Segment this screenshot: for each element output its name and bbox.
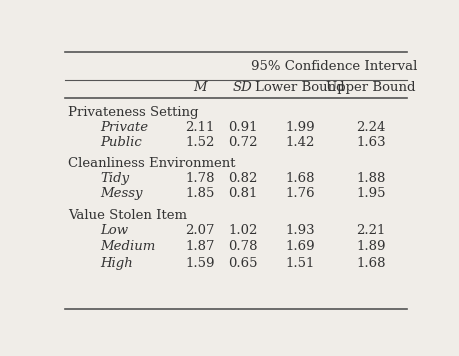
Text: 0.81: 0.81 <box>228 187 257 200</box>
Text: 1.02: 1.02 <box>228 224 257 237</box>
Text: SD: SD <box>233 82 252 94</box>
Text: 2.07: 2.07 <box>185 224 214 237</box>
Text: 1.52: 1.52 <box>185 136 214 149</box>
Text: 1.59: 1.59 <box>185 257 214 270</box>
Text: 1.87: 1.87 <box>185 240 214 253</box>
Text: High: High <box>100 257 133 270</box>
Text: 2.21: 2.21 <box>356 224 385 237</box>
Text: Privateness Setting: Privateness Setting <box>68 106 198 119</box>
Text: 1.88: 1.88 <box>356 172 385 185</box>
Text: 0.82: 0.82 <box>228 172 257 185</box>
Text: 0.91: 0.91 <box>228 121 257 134</box>
Text: 0.72: 0.72 <box>228 136 257 149</box>
Text: Cleanliness Environment: Cleanliness Environment <box>68 157 235 170</box>
Text: 1.89: 1.89 <box>356 240 385 253</box>
Text: Low: Low <box>100 224 128 237</box>
Text: Public: Public <box>100 136 142 149</box>
Text: 1.93: 1.93 <box>285 224 314 237</box>
Text: 0.65: 0.65 <box>228 257 257 270</box>
Text: 1.85: 1.85 <box>185 187 214 200</box>
Text: 1.68: 1.68 <box>356 257 385 270</box>
Text: 1.42: 1.42 <box>285 136 314 149</box>
Text: 1.99: 1.99 <box>285 121 314 134</box>
Text: 95% Confidence Interval: 95% Confidence Interval <box>250 59 416 73</box>
Text: 1.63: 1.63 <box>356 136 385 149</box>
Text: Messy: Messy <box>100 187 142 200</box>
Text: 1.95: 1.95 <box>356 187 385 200</box>
Text: 1.76: 1.76 <box>285 187 314 200</box>
Text: Upper Bound: Upper Bound <box>326 82 415 94</box>
Text: Value Stolen Item: Value Stolen Item <box>68 209 187 222</box>
Text: 1.51: 1.51 <box>285 257 314 270</box>
Text: Medium: Medium <box>100 240 155 253</box>
Text: Private: Private <box>100 121 148 134</box>
Text: 2.24: 2.24 <box>356 121 385 134</box>
Text: 1.68: 1.68 <box>285 172 314 185</box>
Text: 2.11: 2.11 <box>185 121 214 134</box>
Text: Lower Bound: Lower Bound <box>255 82 344 94</box>
Text: 1.69: 1.69 <box>285 240 314 253</box>
Text: 1.78: 1.78 <box>185 172 214 185</box>
Text: M: M <box>193 82 207 94</box>
Text: 0.78: 0.78 <box>228 240 257 253</box>
Text: Tidy: Tidy <box>100 172 129 185</box>
